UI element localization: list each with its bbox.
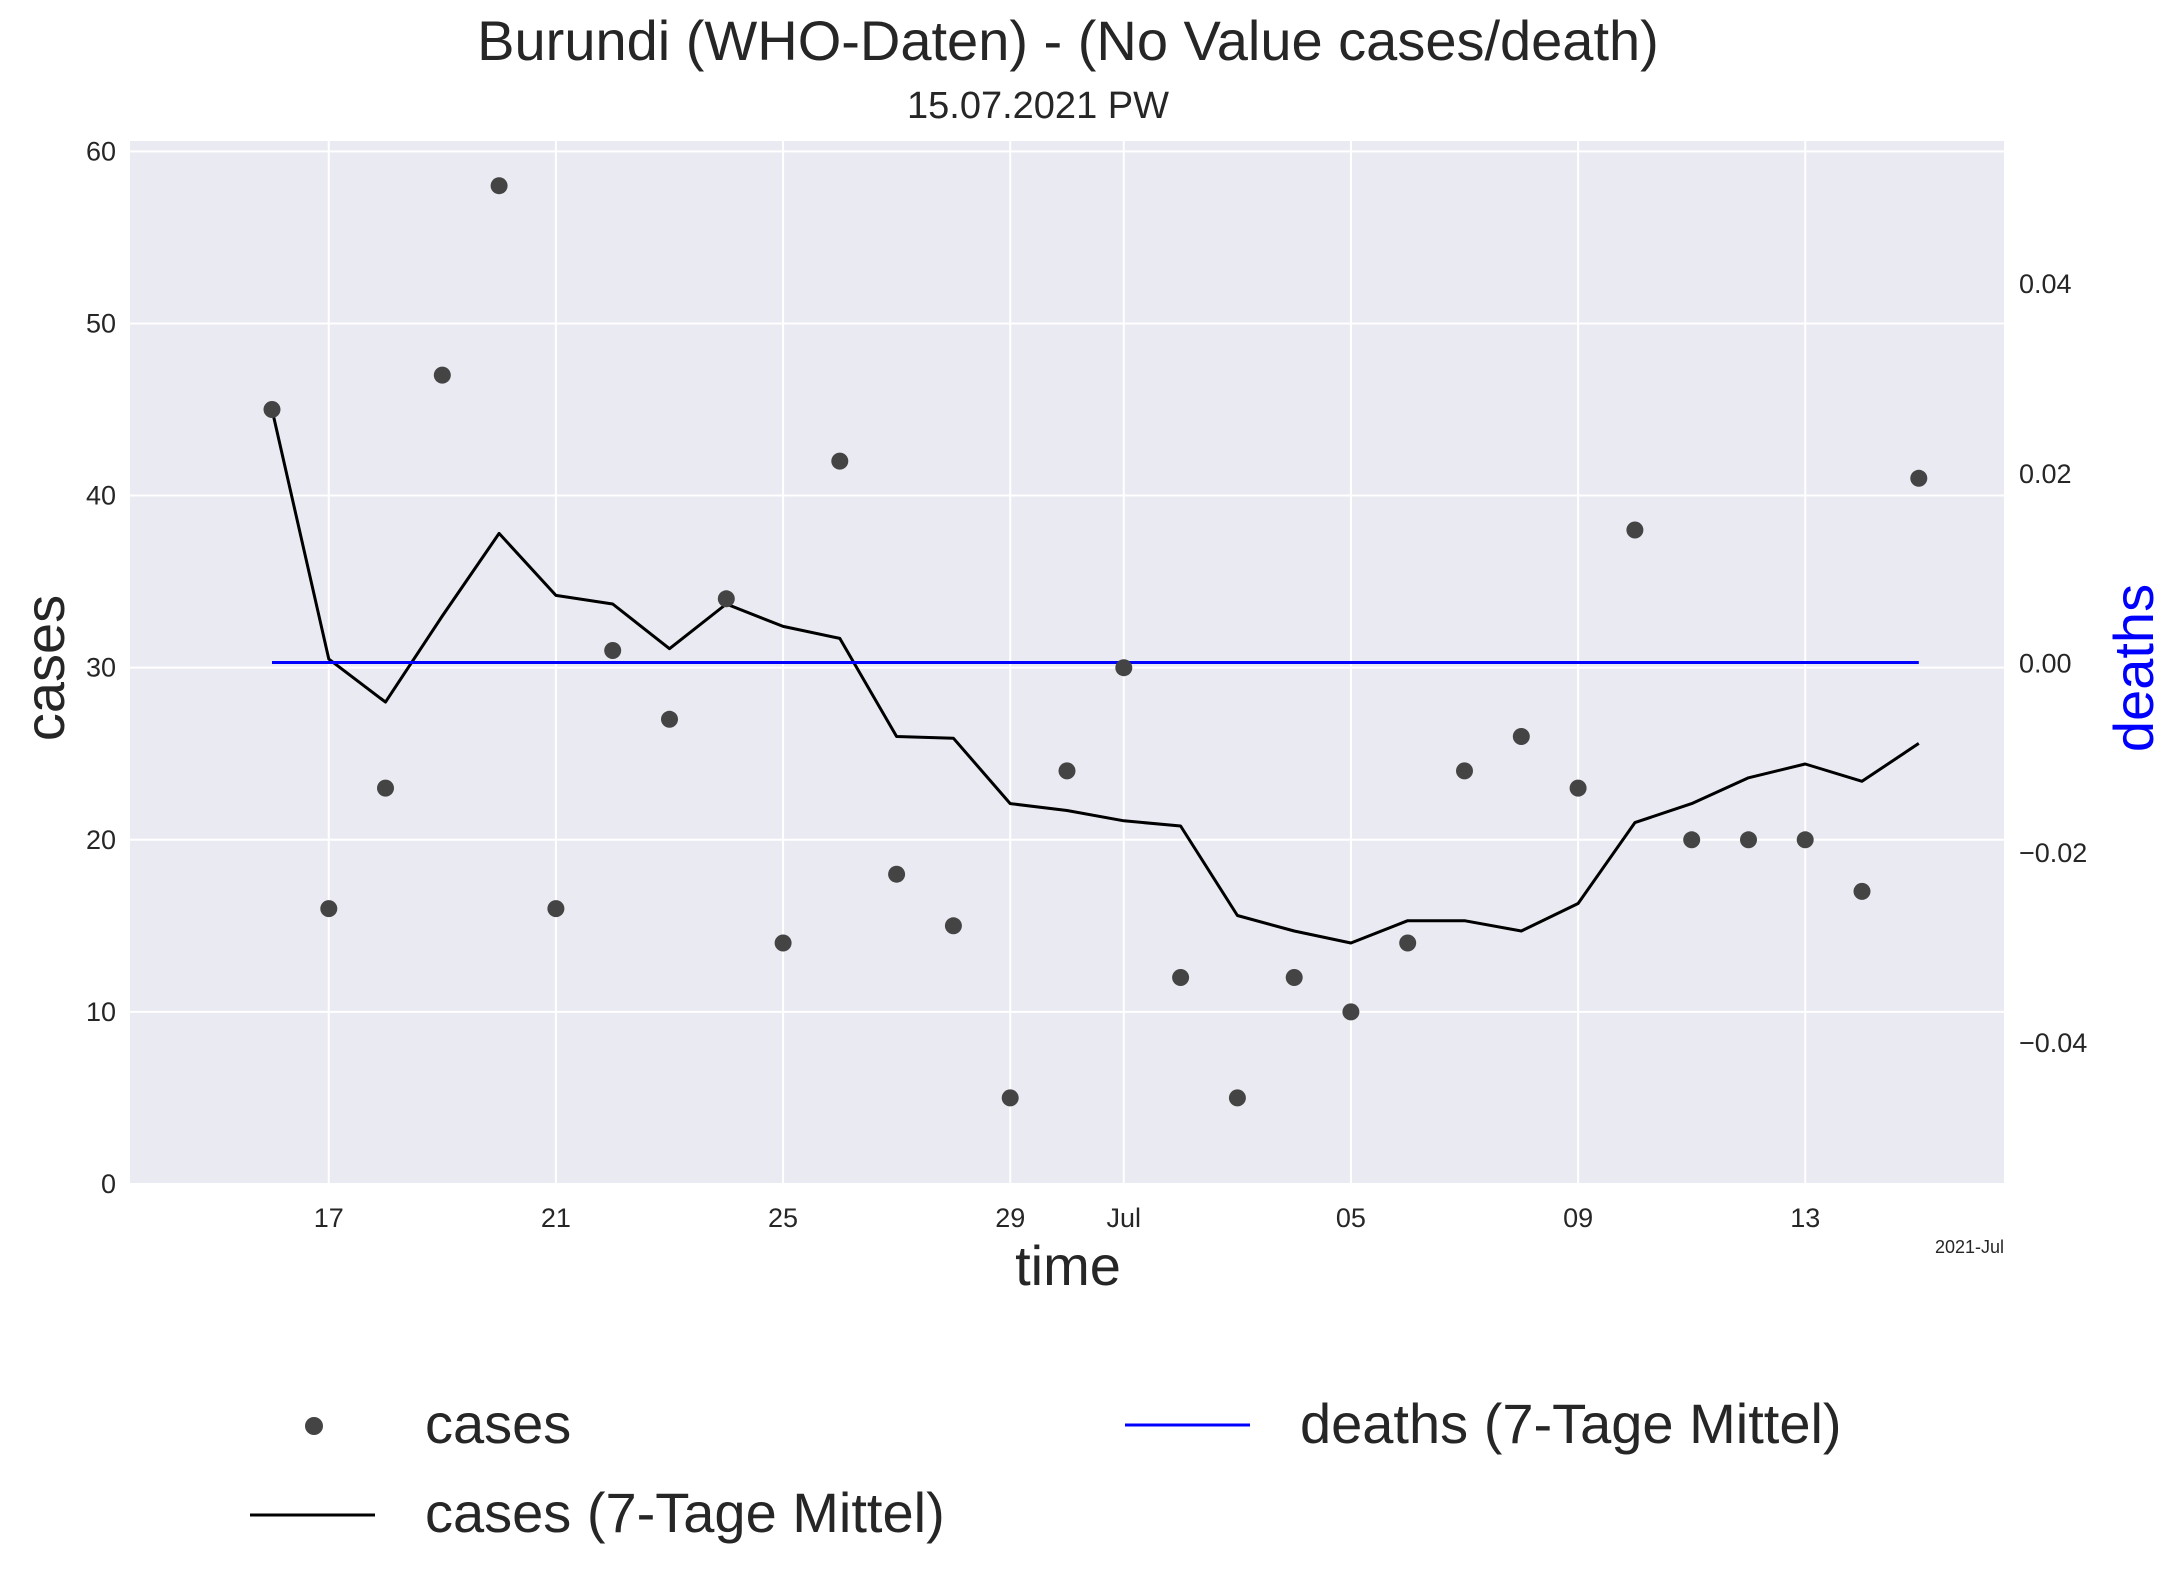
x-tick-label: 25 (768, 1203, 798, 1233)
cases-point (1569, 779, 1587, 797)
cases-point (604, 642, 622, 659)
legend-item-cases-7day: cases (7-Tage Mittel) (250, 1481, 945, 1544)
legend-marker-cases (305, 1417, 323, 1435)
x-tick-label: 21 (541, 1203, 571, 1233)
cases-point (1285, 969, 1303, 986)
y2-tick-label: −0.02 (2019, 838, 2087, 868)
cases-point (1740, 831, 1757, 849)
x-axis-offset-label: 2021-Jul (1935, 1237, 2004, 1257)
cases-point (1172, 969, 1190, 986)
x-tick-label: 09 (1563, 1203, 1593, 1233)
legend-label-deaths-7day: deaths (7-Tage Mittel) (1300, 1392, 1842, 1455)
cases-point (1399, 934, 1417, 952)
x-tick-label: Jul (1107, 1203, 1142, 1233)
y-tick-label: 30 (86, 653, 116, 683)
chart-title: Burundi (WHO-Daten) - (No Value cases/de… (477, 9, 1659, 72)
cases-point (433, 366, 451, 384)
y2-tick-label: 0.04 (2019, 269, 2072, 299)
y-tick-label: 20 (86, 825, 116, 855)
x-tick-label: 13 (1790, 1203, 1820, 1233)
y2-tick-label: 0.00 (2019, 649, 2072, 679)
cases-point (1512, 728, 1530, 745)
legend-item-cases: cases (305, 1392, 571, 1455)
cases-point (1001, 1089, 1019, 1107)
x-axis-label: time (1015, 1234, 1121, 1297)
y-tick-label: 10 (86, 997, 116, 1027)
y-tick-label: 60 (86, 136, 116, 166)
y-tick-label: 40 (86, 481, 116, 511)
cases-point (263, 401, 281, 418)
cases-point (661, 710, 678, 728)
cases-point (717, 590, 735, 608)
y-axis-label: cases (13, 595, 76, 741)
cases-point (1115, 659, 1133, 677)
cases-point (1228, 1089, 1246, 1107)
chart-subtitle: 15.07.2021 PW (907, 85, 1169, 127)
axis-layer: 0 10 20 30 40 50 60 17 21 25 29 Jul 05 09 13 −0.04 −0.02… (86, 136, 2087, 1233)
x-tick-label: 05 (1336, 1203, 1366, 1233)
cases-point (320, 900, 338, 918)
cases-point (1342, 1003, 1360, 1021)
cases-point (1910, 469, 1928, 487)
cases-point (1058, 762, 1076, 780)
y-tick-label: 50 (86, 308, 116, 338)
cases-point (490, 177, 508, 195)
cases-point (888, 865, 906, 883)
x-tick-label: 17 (314, 1203, 344, 1233)
series-layer (263, 177, 1928, 1107)
x-tick-label: 29 (995, 1203, 1025, 1233)
legend-label-cases-7day: cases (7-Tage Mittel) (425, 1481, 945, 1544)
cases-point (1626, 521, 1644, 539)
legend-item-deaths-7day: deaths (7-Tage Mittel) (1125, 1392, 1842, 1455)
y2-axis-label: deaths (2102, 584, 2163, 752)
legend-label-cases: cases (425, 1392, 571, 1455)
y2-tick-label: −0.04 (2019, 1028, 2087, 1058)
y-tick-label: 0 (101, 1169, 116, 1199)
cases-point (1853, 882, 1871, 900)
y2-tick-label: 0.02 (2019, 459, 2072, 489)
cases-point (1796, 831, 1814, 849)
cases-point (547, 900, 565, 918)
cases-point (1683, 831, 1701, 849)
cases-point (1456, 762, 1473, 780)
cases-7day-line (270, 409, 1920, 945)
cases-point (944, 917, 962, 935)
legend: cases cases (7-Tage Mittel) deaths (7-Ta… (250, 1392, 1842, 1544)
cases-point (831, 452, 849, 470)
cases-point (774, 934, 792, 952)
cases-point (377, 779, 394, 797)
